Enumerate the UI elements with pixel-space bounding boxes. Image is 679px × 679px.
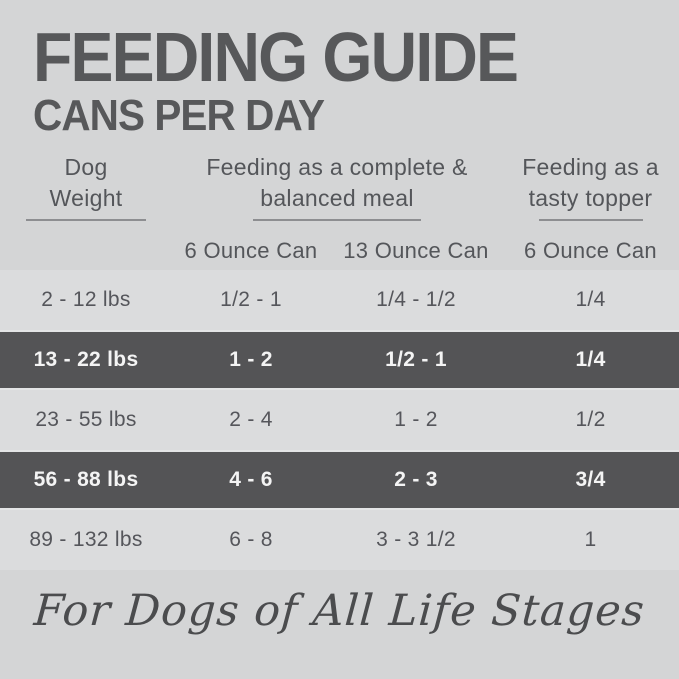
group-label-line2: Weight	[49, 185, 123, 211]
life-stages-tagline: For Dogs of All Life Stages	[32, 586, 647, 636]
subheader-6oz-topper: 6 Ounce Can	[524, 238, 657, 263]
header-underline	[26, 219, 146, 221]
column-group-tasty-topper: Feeding as a tasty topper	[502, 152, 679, 221]
cell-meal-6oz: 2 - 4	[229, 408, 273, 431]
column-group-label: Feeding as a tasty topper	[502, 152, 679, 214]
cell-meal-6oz: 6 - 8	[229, 528, 273, 551]
page-subtitle: CANS PER DAY	[33, 91, 325, 140]
table-column-groups: Dog Weight Feeding as a complete & balan…	[0, 152, 679, 221]
column-group-label: Feeding as a complete & balanced meal	[172, 152, 502, 214]
cell-meal-6oz: 4 - 6	[229, 468, 273, 491]
cell-dog-weight: 2 - 12 lbs	[41, 288, 131, 311]
group-label-line2: balanced meal	[260, 185, 414, 211]
column-group-complete-meal: Feeding as a complete & balanced meal	[172, 152, 502, 221]
cell-topper-6oz: 1/2	[575, 408, 606, 431]
cell-dog-weight: 89 - 132 lbs	[29, 528, 143, 551]
cell-topper-6oz: 1/4	[575, 288, 606, 311]
subheader-13oz-meal: 13 Ounce Can	[343, 238, 489, 263]
table-row-highlighted: 56 - 88 lbs 4 - 6 2 - 3 3/4	[0, 450, 679, 510]
title-block: FEEDING GUIDE CANS PER DAY	[33, 18, 519, 140]
cell-topper-6oz: 1/4	[575, 348, 606, 371]
page-title: FEEDING GUIDE	[33, 18, 519, 96]
cell-meal-13oz: 1/4 - 1/2	[376, 288, 456, 311]
cell-topper-6oz: 1	[584, 528, 597, 551]
cell-meal-13oz: 3 - 3 1/2	[376, 528, 456, 551]
table-subheaders: 6 Ounce Can 13 Ounce Can 6 Ounce Can	[0, 238, 679, 264]
cell-dog-weight: 23 - 55 lbs	[35, 408, 137, 431]
cell-meal-13oz: 1/2 - 1	[385, 348, 447, 371]
group-label-line1: Dog	[64, 154, 108, 180]
table-row: 23 - 55 lbs 2 - 4 1 - 2 1/2	[0, 390, 679, 450]
cell-meal-13oz: 2 - 3	[394, 468, 438, 491]
header-underline	[538, 219, 643, 221]
cell-meal-6oz: 1 - 2	[229, 348, 273, 371]
table-row: 89 - 132 lbs 6 - 8 3 - 3 1/2 1	[0, 510, 679, 570]
cell-dog-weight: 13 - 22 lbs	[33, 348, 139, 371]
subheader-6oz-meal: 6 Ounce Can	[184, 238, 318, 263]
column-group-label: Dog Weight	[0, 152, 172, 214]
feeding-table-body: 2 - 12 lbs 1/2 - 1 1/4 - 1/2 1/4 13 - 22…	[0, 270, 679, 570]
header-underline	[253, 219, 421, 221]
group-label-line1: Feeding as a complete &	[206, 154, 468, 180]
table-row: 2 - 12 lbs 1/2 - 1 1/4 - 1/2 1/4	[0, 270, 679, 330]
cell-meal-6oz: 1/2 - 1	[220, 288, 282, 311]
cell-topper-6oz: 3/4	[575, 468, 606, 491]
cell-meal-13oz: 1 - 2	[394, 408, 438, 431]
group-label-line2: tasty topper	[528, 185, 653, 211]
column-group-dog-weight: Dog Weight	[0, 152, 172, 221]
group-label-line1: Feeding as a	[522, 154, 659, 180]
table-row-highlighted: 13 - 22 lbs 1 - 2 1/2 - 1 1/4	[0, 330, 679, 390]
subheader-spacer	[0, 238, 172, 264]
cell-dog-weight: 56 - 88 lbs	[33, 468, 139, 491]
